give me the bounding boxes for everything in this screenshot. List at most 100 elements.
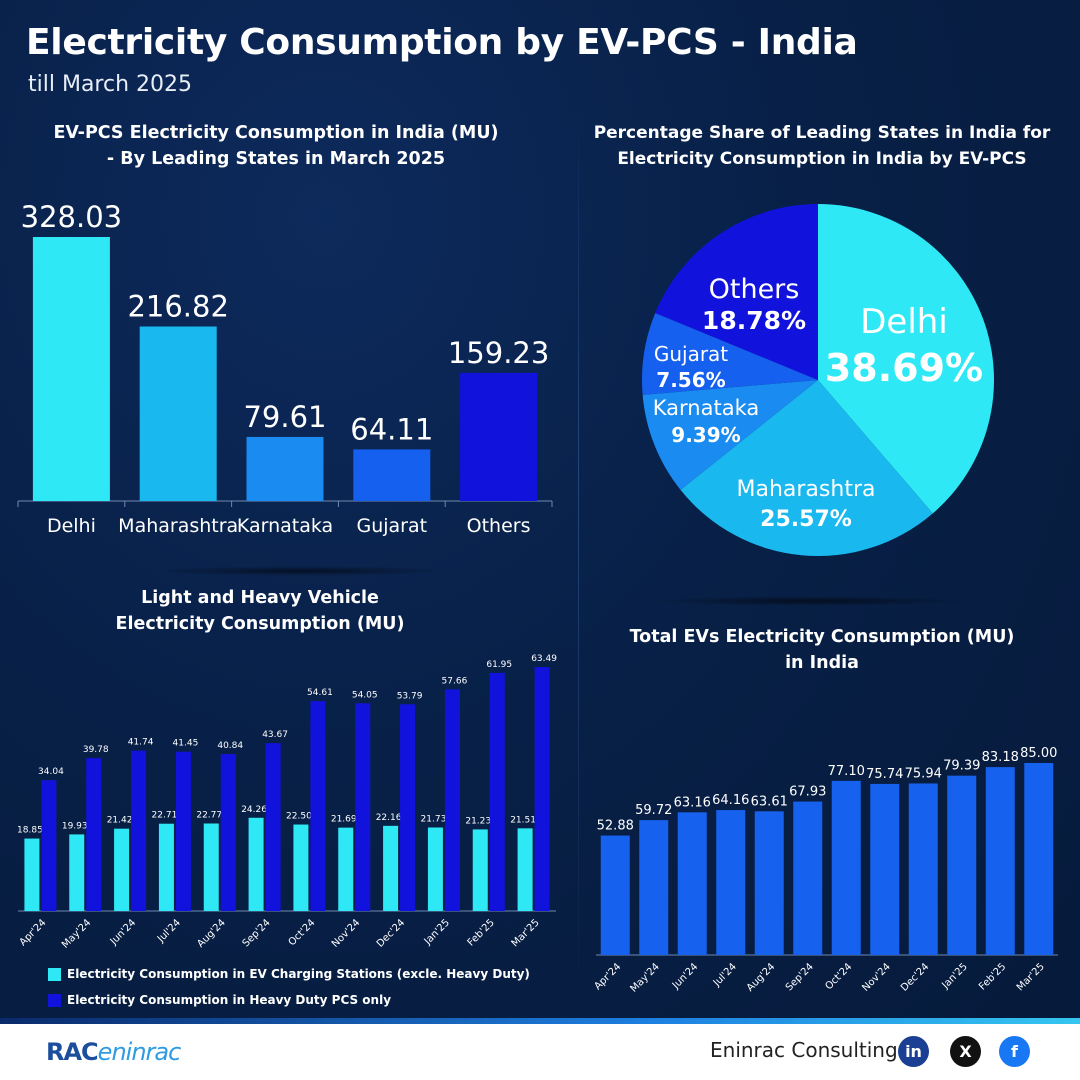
bar-total [947,775,977,955]
bar-value-label: 19.93 [62,821,88,831]
bar-value-label: 159.23 [448,336,549,370]
bar-value-label: 59.72 [635,803,672,818]
footer: RACeninrac Eninrac Consulting in X f [0,1024,1080,1080]
bar-heavy [355,703,371,911]
bar-value-label: 24.26 [241,805,267,815]
bar-value-label: 40.84 [217,741,243,751]
bar-value-label: 41.45 [173,739,199,749]
pie-slice-delhi [818,204,994,514]
bar-total [754,811,784,955]
bar-value-label: 75.94 [905,766,942,781]
bar-total [831,780,861,955]
legend-item-heavy: Electricity Consumption in Heavy Duty PC… [48,993,391,1007]
total-chart-title: Total EVs Electricity Consumption (MU) i… [629,627,1015,673]
bar-value-label: 22.16 [376,813,402,823]
x-tick-label: Apr'24 [592,961,623,992]
bar-value-label: 57.66 [442,676,468,686]
pie-label-name: Delhi [860,302,948,342]
bar-value-label: 79.61 [243,400,326,434]
bar-value-label: 63.16 [674,795,711,810]
legend-item-light: Electricity Consumption in EV Charging S… [48,967,530,981]
legend-swatch-light [48,967,61,981]
bar-total [677,812,707,955]
bar-light [517,828,533,911]
bar-light [248,817,264,911]
x-icon[interactable]: X [950,1036,981,1067]
pie-slice-karnataka [642,380,818,490]
page-subtitle: till March 2025 [28,72,193,97]
bar-value-label: 21.42 [107,816,133,826]
bar-value-label: 77.10 [828,764,865,779]
pie-chart-title: Percentage Share of Leading States in In… [593,123,1051,169]
panel-divider [578,110,579,1010]
bar-value-label: 85.00 [1020,746,1057,761]
bar-value-label: 22.50 [286,812,312,822]
x-tick-label: Mar'25 [1015,961,1047,993]
x-tick-label: Delhi [47,515,96,537]
bar-light [158,823,174,911]
pie-label-percent: 38.69% [825,346,983,390]
bar-karnataka [246,436,324,501]
brand-name: Eninrac Consulting [710,1038,898,1062]
bar-value-label: 61.95 [486,660,512,670]
x-tick-label: Oct'24 [823,961,854,992]
pie-slice-others [655,204,818,380]
bar-value-label: 22.77 [196,810,222,820]
bar-value-label: 21.51 [510,815,536,825]
bar-heavy [310,701,326,911]
bar-heavy [131,750,147,911]
bar-value-label: 79.39 [943,759,980,774]
x-tick-label: Dec'24 [899,961,931,993]
section-shadow [650,596,970,606]
pie-label-percent: 7.56% [656,368,725,392]
bar-value-label: 39.78 [83,745,109,755]
x-tick-label: Aug'24 [745,961,778,994]
bar-light [114,828,130,911]
states-bar-chart-title: EV-PCS Electricity Consumption in India … [53,123,499,169]
x-tick-label: Maharashtra [118,515,238,537]
x-tick-label: Sep'24 [784,961,816,993]
bar-value-label: 63.49 [531,654,557,664]
bar-value-label: 53.79 [397,691,423,701]
legend-label-heavy: Electricity Consumption in Heavy Duty PC… [67,993,392,1007]
bar-total [793,801,823,955]
pie-label-percent: 25.57% [760,507,852,532]
bar-total [870,783,900,955]
bar-others [460,372,538,501]
bar-total [985,767,1015,955]
bar-heavy [265,743,281,911]
bar-heavy [489,672,505,911]
linkedin-icon[interactable]: in [898,1036,929,1067]
bar-value-label: 41.74 [128,738,154,748]
bar-total [716,810,746,955]
bar-heavy [86,758,102,911]
bar-value-label: 54.05 [352,690,378,700]
bar-value-label: 83.18 [982,750,1019,765]
bar-maharashtra [139,326,217,501]
x-tick-label: Feb'25 [977,961,1008,992]
x-tick-label: Gujarat [357,515,428,537]
pie-label-name: Karnataka [653,396,759,420]
x-tick-label: Nov'24 [860,961,893,994]
facebook-icon[interactable]: f [999,1036,1030,1067]
page-title: Electricity Consumption by EV-PCS - Indi… [26,22,858,63]
x-tick-label: Jun'24 [670,961,700,991]
x-tick-label: Karnataka [237,515,333,537]
bar-heavy [400,704,416,911]
pie-label-name: Maharashtra [737,477,876,502]
bar-light [293,824,309,911]
bar-light [203,823,219,911]
bar-value-label: 75.74 [866,767,903,782]
bar-light [427,827,443,911]
bar-light [24,838,40,911]
bar-light [338,827,354,911]
bar-value-label: 21.69 [331,815,357,825]
bar-total [908,783,938,955]
pie-label-percent: 9.39% [671,423,740,447]
bar-value-label: 216.82 [127,290,228,324]
bar-light [69,834,85,911]
bar-value-label: 22.71 [152,811,178,821]
